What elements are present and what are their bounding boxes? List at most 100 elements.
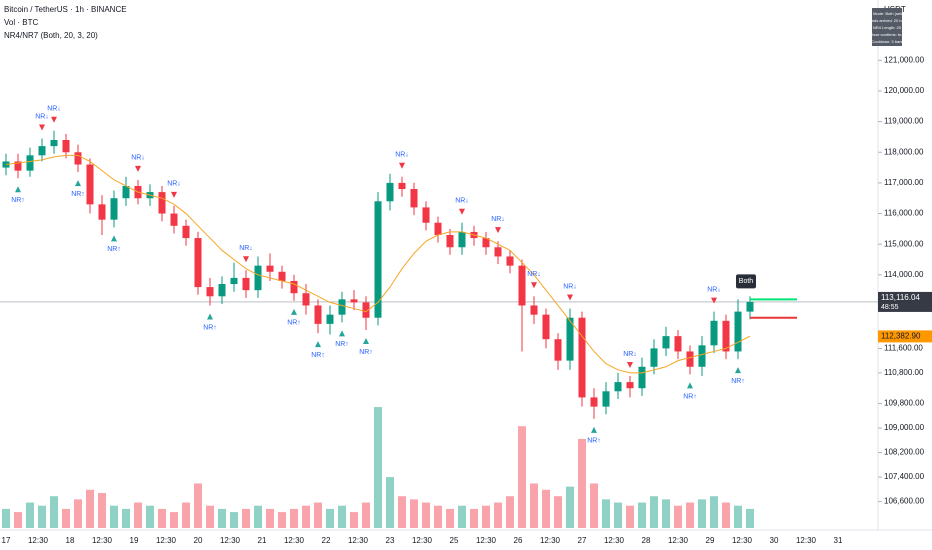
- x-tick-label: 26: [514, 536, 523, 545]
- candle-body: [734, 311, 742, 352]
- candle-body: [266, 265, 274, 272]
- price-tag-box: [878, 291, 932, 312]
- x-tick-label: 12:30: [604, 536, 625, 545]
- volume-bar: [506, 496, 514, 528]
- candle-body: [590, 397, 598, 407]
- volume-bar: [362, 502, 370, 528]
- x-tick-label: 18: [66, 536, 75, 545]
- signal-arrow: [363, 338, 369, 344]
- info-text: Cooldown: 3 bars: [871, 39, 902, 44]
- volume-bar: [734, 505, 742, 528]
- indicator: NR4/NR7 (Both, 20, 3, 20): [4, 31, 98, 40]
- signal-label: NR↓: [455, 198, 469, 205]
- x-tick-label: 21: [258, 536, 267, 545]
- signal-label: NR↓: [131, 155, 145, 162]
- signal-label: NR↑: [359, 349, 373, 356]
- chart-title: Bitcoin / TetherUS · 1h · BINANCE: [4, 5, 127, 14]
- volume-bar: [14, 512, 22, 528]
- candle-body: [542, 314, 550, 340]
- x-tick-label: 12:30: [28, 536, 49, 545]
- candle-body: [578, 317, 586, 398]
- candle-body: [434, 222, 442, 235]
- subtitle: Vol · BTC: [4, 18, 38, 27]
- volume-bar: [230, 512, 238, 528]
- y-tick-label: 116,000.00: [884, 209, 924, 218]
- x-tick-label: 27: [578, 536, 587, 545]
- signal-arrow: [735, 367, 741, 374]
- volume-bar: [206, 505, 214, 528]
- signal-label: NR↑: [311, 352, 325, 359]
- y-tick-label: 110,800.00: [884, 368, 924, 377]
- candle-body: [206, 287, 214, 297]
- y-tick-label: 114,000.00: [884, 270, 924, 279]
- volume-bar: [62, 508, 70, 528]
- volume-bar: [722, 502, 730, 528]
- x-tick-label: 12:30: [476, 536, 497, 545]
- candle-body: [626, 382, 634, 389]
- candle-body: [38, 146, 46, 156]
- candle-body: [386, 182, 394, 202]
- volume-bar: [26, 502, 34, 528]
- volume-bar: [254, 505, 262, 528]
- volume-bar: [566, 486, 574, 528]
- signal-arrow: [39, 124, 45, 131]
- candle-body: [194, 238, 202, 288]
- signal-label: NR↓: [527, 271, 541, 278]
- signal-arrow: [171, 191, 177, 198]
- x-tick-label: 22: [322, 536, 331, 545]
- volume-bar: [554, 496, 562, 528]
- x-tick-label: 12:30: [732, 536, 753, 545]
- candle-body: [422, 207, 430, 223]
- volume-bar: [86, 489, 94, 528]
- volume-bar: [122, 508, 130, 528]
- candle-body: [410, 189, 418, 208]
- signal-arrow: [135, 165, 141, 172]
- y-tick-label: 109,000.00: [884, 423, 925, 432]
- volume-bar: [710, 496, 718, 528]
- level-tag-box: [736, 274, 756, 289]
- signal-label: NR↑: [71, 191, 85, 198]
- volume-bar: [746, 508, 754, 528]
- signal-label: NR↓: [167, 181, 181, 188]
- candle-body: [482, 238, 490, 248]
- signal-arrow: [75, 180, 81, 187]
- candle-body: [746, 301, 754, 312]
- signal-label: NR↑: [731, 378, 745, 385]
- signal-arrow: [495, 227, 501, 234]
- y-tick-label: 121,000.00: [884, 55, 925, 64]
- volume-bar: [458, 505, 466, 528]
- info-box: [872, 8, 902, 46]
- candle-body: [326, 314, 334, 324]
- y-tick-label: 117,000.00: [884, 178, 924, 187]
- signal-arrow: [627, 361, 633, 368]
- volume-bar: [662, 499, 670, 528]
- x-tick-label: 25: [450, 536, 459, 545]
- x-tick-label: 20: [194, 536, 203, 545]
- volume-bar: [170, 512, 178, 528]
- volume-bar: [290, 508, 298, 528]
- volume-bar: [542, 489, 550, 528]
- signal-arrow: [687, 382, 693, 389]
- y-tick-label: 119,000.00: [884, 117, 924, 126]
- candle-body: [302, 293, 310, 306]
- signal-arrow: [459, 208, 465, 215]
- volume-bar: [2, 508, 10, 528]
- candle-body: [314, 305, 322, 324]
- signal-arrow: [291, 308, 297, 315]
- volume-bar: [398, 496, 406, 528]
- x-tick-label: 12:30: [284, 536, 305, 545]
- volume-bar: [614, 502, 622, 528]
- x-tick-label: 29: [706, 536, 715, 545]
- volume-bar: [386, 477, 394, 528]
- x-tick-label: 23: [386, 536, 395, 545]
- x-tick-label: 28: [642, 536, 651, 545]
- volume-bar: [578, 438, 586, 528]
- volume-bar: [38, 505, 46, 528]
- volume-bar: [110, 505, 118, 528]
- x-tick-label: 12:30: [412, 536, 433, 545]
- volume-bar: [98, 493, 106, 528]
- ma-line: [5, 154, 751, 374]
- volume-bar: [374, 407, 382, 528]
- info-text: NR4 Length: 20: [873, 25, 902, 30]
